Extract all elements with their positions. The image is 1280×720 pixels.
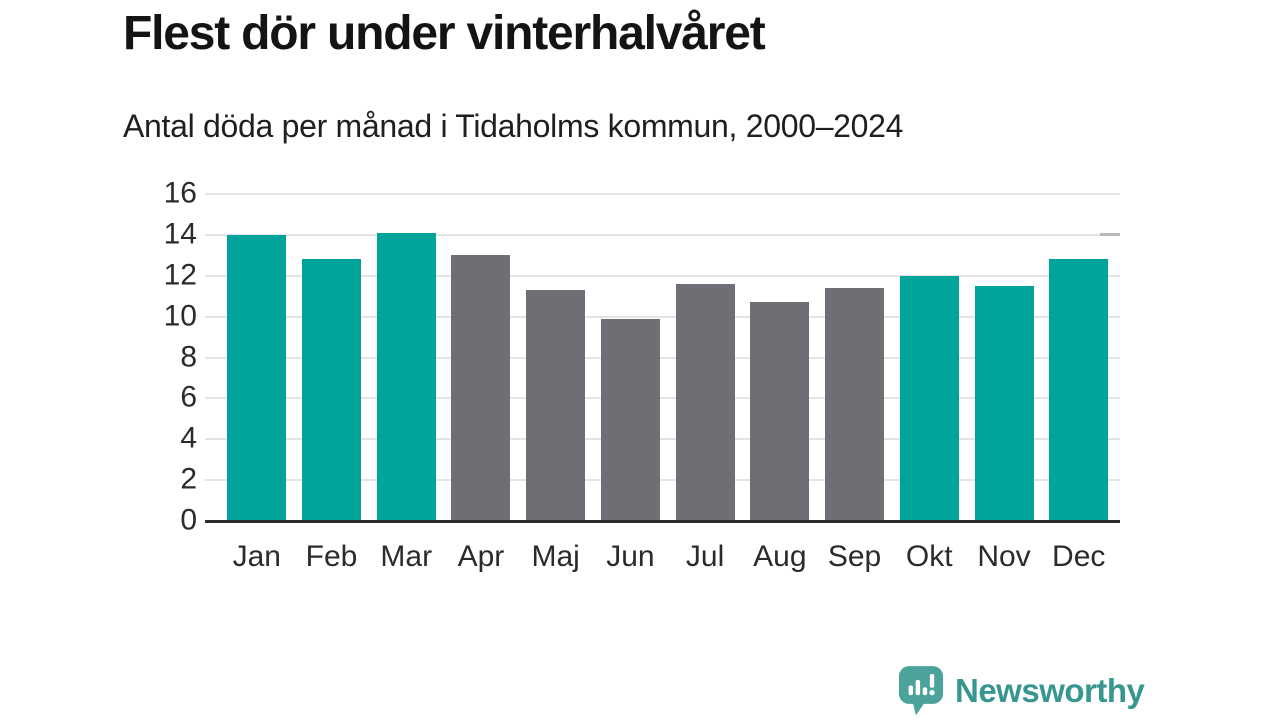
- brand-wordmark: Newsworthy: [955, 672, 1145, 709]
- bar-mar: [376, 232, 436, 521]
- gridline-end-dash: [1100, 233, 1120, 237]
- y-tick-label-10: 10: [163, 298, 197, 332]
- y-tick-label-6: 6: [180, 380, 197, 414]
- gridline-y-8: [205, 356, 1120, 359]
- y-tick-label-2: 2: [180, 462, 197, 496]
- chart-subtitle: Antal döda per månad i Tidaholms kommun,…: [123, 108, 904, 144]
- x-tick-label-feb: Feb: [305, 540, 358, 573]
- bar-jun: [600, 318, 660, 521]
- y-tick-label-12: 12: [163, 258, 197, 292]
- gridline-y-10: [205, 315, 1120, 318]
- bar-feb: [302, 259, 362, 521]
- x-tick-label-maj: Maj: [531, 540, 580, 573]
- bar-apr: [451, 255, 511, 521]
- bar-aug: [750, 302, 810, 521]
- bar-sep: [825, 288, 885, 521]
- gridline-y-14: [205, 233, 1120, 236]
- x-tick-label-sep: Sep: [827, 540, 882, 573]
- x-tick-label-dec: Dec: [1052, 540, 1106, 573]
- y-tick-label-16: 16: [163, 176, 197, 210]
- newsworthy-logo: Newsworthy: [898, 665, 1145, 717]
- x-tick-label-nov: Nov: [977, 540, 1031, 573]
- gridline-y-2: [205, 479, 1120, 482]
- y-tick-label-0: 0: [180, 503, 197, 537]
- bar-jul: [675, 283, 735, 521]
- x-tick-label-aug: Aug: [753, 540, 807, 573]
- gridline-y-4: [205, 438, 1120, 441]
- bar-dec: [1049, 259, 1109, 521]
- bar-nov: [974, 285, 1034, 521]
- y-tick-label-4: 4: [180, 421, 197, 455]
- x-tick-label-jul: Jul: [685, 540, 725, 573]
- x-tick-label-jun: Jun: [606, 540, 655, 573]
- x-axis-line: [205, 520, 1120, 523]
- bar-jan: [227, 234, 287, 521]
- chart-title: Flest dör under vinterhalvåret: [123, 7, 766, 60]
- y-tick-label-14: 14: [163, 217, 197, 251]
- x-tick-label-jan: Jan: [232, 540, 281, 573]
- y-tick-label-8: 8: [180, 339, 197, 373]
- x-tick-label-mar: Mar: [380, 540, 433, 573]
- speech-bubble-bar-chart-icon: [898, 665, 944, 717]
- x-tick-label-okt: Okt: [905, 540, 953, 573]
- bar-okt: [899, 275, 959, 521]
- x-tick-label-apr: Apr: [457, 540, 505, 573]
- gridline-y-12: [205, 274, 1120, 277]
- bar-maj: [526, 290, 586, 521]
- gridline-y-16: [205, 193, 1120, 195]
- gridline-y-6: [205, 397, 1120, 400]
